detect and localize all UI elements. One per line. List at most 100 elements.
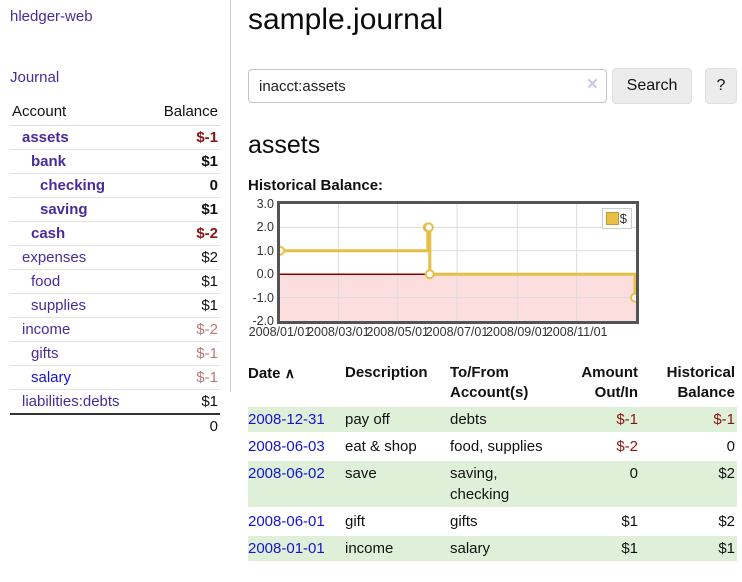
transaction-accounts: salary (450, 540, 491, 557)
account-balance: $-1 (147, 341, 220, 366)
register-col-accounts: To/From Account(s) (450, 364, 529, 401)
transaction-description: save (345, 465, 377, 482)
transaction-balance: 0 (726, 438, 735, 455)
transaction-balance: $1 (718, 540, 735, 557)
register-row: 2008-06-02 save saving, checking 0 $2 (248, 461, 737, 507)
accounts-table: Account Balance assets $-1 bank $1 checkin… (10, 100, 220, 438)
account-balance: $1 (147, 269, 220, 294)
transaction-accounts: gifts (450, 513, 478, 530)
search-button[interactable]: Search (612, 68, 692, 104)
register-col-date[interactable]: Date ∧ (248, 365, 295, 382)
account-balance: $-2 (147, 317, 220, 342)
account-link-cash[interactable]: cash (31, 225, 66, 242)
y-tick-label: 2.0 (256, 220, 274, 235)
account-link-assets[interactable]: assets (22, 129, 69, 146)
account-link-salary[interactable]: salary (31, 369, 72, 386)
account-row: income $-2 (10, 317, 220, 342)
main-content: sample.journal × Search ? assets Histori… (248, 0, 737, 563)
historical-balance-chart[interactable]: 3.0 2.0 1.0 0.0 -1.0 -2.0 $ 2008/01/01 2008/03… (248, 197, 737, 343)
account-row: liabilities:debts $1 (10, 389, 220, 415)
sort-asc-icon: ∧ (284, 365, 295, 381)
account-row: gifts $-1 (10, 341, 220, 366)
register-table: Date ∧ Description To/From Account(s) Am… (248, 359, 737, 563)
account-row: saving $1 (10, 197, 220, 222)
account-balance: $1 (147, 293, 220, 318)
y-tick-label: 3.0 (256, 197, 274, 211)
chart-canvas (280, 204, 636, 321)
register-col-balance: Historical Balance (666, 364, 735, 401)
register-row: 2008-06-01 gift gifts $1 $2 (248, 509, 737, 534)
account-link-gifts[interactable]: gifts (31, 345, 59, 362)
transaction-amount: $-1 (616, 411, 638, 428)
account-balance: $1 (147, 149, 220, 174)
account-row: cash $-2 (10, 221, 220, 246)
accounts-col-balance: Balance (147, 100, 220, 126)
register-col-amount: Amount Out/In (581, 364, 638, 401)
transaction-date-link[interactable]: 2008-01-01 (248, 540, 325, 557)
register-row: 2008-12-31 pay off debts $-1 $-1 (248, 407, 737, 432)
account-link-liabilities-debts[interactable]: liabilities:debts (22, 393, 120, 410)
register-col-description: Description (345, 364, 428, 381)
clear-search-icon[interactable]: × (586, 74, 598, 95)
transaction-description: pay off (345, 411, 390, 428)
account-row: bank $1 (10, 149, 220, 174)
transaction-accounts: debts (450, 411, 487, 428)
transaction-balance: $-1 (713, 411, 735, 428)
account-row: supplies $1 (10, 293, 220, 318)
transaction-date-link[interactable]: 2008-06-03 (248, 438, 325, 455)
transaction-amount: $1 (621, 513, 638, 530)
search-input[interactable] (248, 69, 607, 103)
account-link-bank[interactable]: bank (31, 153, 67, 170)
chart-title: Historical Balance: (248, 177, 384, 194)
account-link-expenses[interactable]: expenses (22, 249, 87, 266)
account-heading: assets (248, 131, 321, 159)
account-balance: $-1 (147, 365, 220, 390)
account-balance: $2 (147, 245, 220, 270)
x-tick-label: 2008/11/01 (545, 325, 608, 339)
account-link-income[interactable]: income (22, 321, 71, 338)
y-tick-label: 0.0 (256, 267, 274, 282)
transaction-amount: $1 (621, 540, 638, 557)
transaction-date-link[interactable]: 2008-06-01 (248, 513, 325, 530)
account-balance: $1 (147, 389, 220, 415)
transaction-balance: $2 (718, 465, 735, 482)
transaction-amount: 0 (629, 465, 638, 482)
register-row: 2008-01-01 income salary $1 $1 (248, 536, 737, 561)
y-tick-label: -1.0 (252, 290, 274, 305)
help-button[interactable]: ? (705, 68, 737, 104)
account-row: expenses $2 (10, 245, 220, 270)
transaction-description: eat & shop (345, 438, 417, 455)
x-tick-label: 2008/03/01 (307, 325, 370, 339)
account-balance: $1 (147, 197, 220, 222)
sidebar: hledger-web Journal Account Balance asse… (0, 0, 231, 438)
account-link-supplies[interactable]: supplies (31, 297, 87, 314)
account-row: assets $-1 (10, 125, 220, 150)
brand-link[interactable]: hledger-web (10, 8, 93, 25)
account-balance: $-2 (147, 221, 220, 246)
transaction-accounts: saving, checking (450, 465, 510, 503)
x-tick-label: 2008/01/01 (248, 325, 312, 339)
transaction-date-link[interactable]: 2008-06-02 (248, 465, 325, 482)
accounts-total: 0 (147, 413, 220, 438)
account-balance: 0 (147, 173, 220, 198)
transaction-date-link[interactable]: 2008-12-31 (248, 411, 325, 428)
transaction-amount: $-2 (616, 438, 638, 455)
x-tick-label: 2008/09/01 (486, 325, 549, 339)
y-tick-label: -2.0 (252, 314, 274, 328)
account-link-food[interactable]: food (31, 273, 61, 290)
sidebar-item-journal[interactable]: Journal (10, 69, 60, 86)
accounts-col-account: Account (10, 100, 148, 126)
register-row: 2008-06-03 eat & shop food, supplies $-2… (248, 434, 737, 459)
account-balance: $-1 (147, 125, 220, 150)
account-row: salary $-1 (10, 365, 220, 390)
chart-legend: $ (601, 208, 632, 229)
transaction-description: gift (345, 513, 366, 530)
legend-label: $ (619, 211, 627, 226)
account-row: food $1 (10, 269, 220, 294)
chart-plot-area[interactable]: $ (277, 201, 639, 324)
legend-swatch-icon (605, 212, 619, 225)
page-title: sample.journal (248, 3, 444, 36)
x-tick-label: 2008/07/01 (425, 325, 489, 339)
account-link-checking[interactable]: checking (40, 177, 106, 194)
account-link-saving[interactable]: saving (40, 201, 88, 218)
